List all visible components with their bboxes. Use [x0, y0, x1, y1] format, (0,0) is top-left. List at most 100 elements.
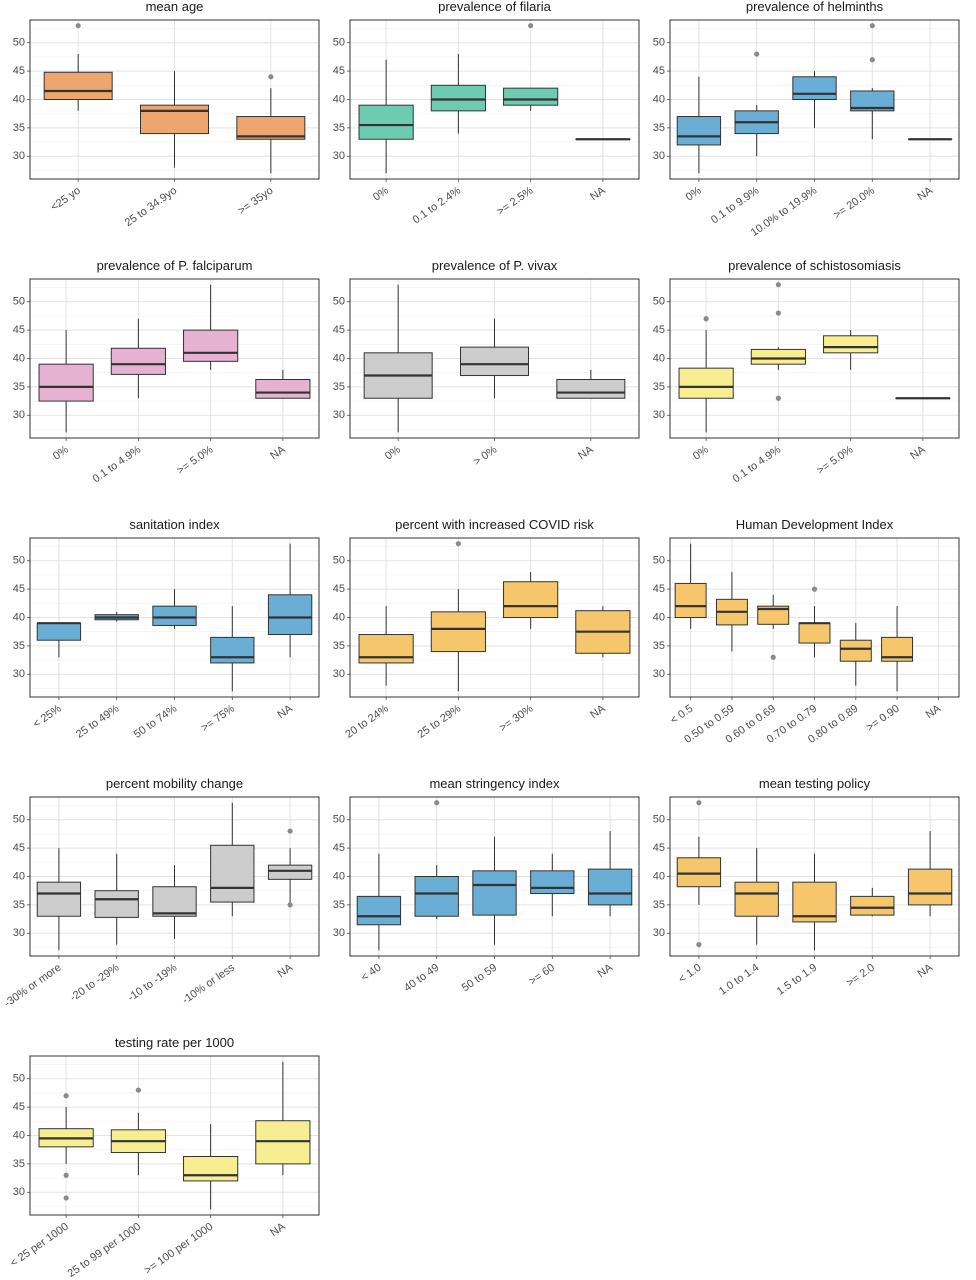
iqr-box — [798, 622, 831, 644]
y-tick-label: 30 — [333, 150, 345, 162]
iqr-box — [358, 104, 414, 140]
chart-panel: prevalence of filaria 30 35 40 45 50 0% 0.1 to … — [333, 0, 640, 227]
chart-panel: percent mobility change 30 35 40 45 50 -30% or… — [2, 776, 320, 1010]
box-3 — [792, 71, 837, 128]
iqr-box — [267, 864, 313, 880]
x-tick-label: 20 to 24% — [343, 703, 391, 741]
box-4 — [798, 586, 831, 658]
outlier-point — [869, 23, 875, 29]
y-tick-label: 50 — [653, 814, 665, 826]
panel-border — [349, 537, 640, 698]
y-tick-label: 35 — [653, 381, 665, 393]
x-tick-label: 50 to 59 — [460, 962, 499, 995]
box-4 — [575, 606, 631, 658]
chart-title: prevalence of schistosomiasis — [728, 258, 901, 273]
y-tick-label: 40 — [653, 870, 665, 882]
outlier-point — [811, 586, 818, 592]
x-tick-label: 1.0 to 1.4 — [717, 962, 761, 998]
y-tick-label: 40 — [333, 611, 345, 623]
x-tick-label: 0.1 to 2.4% — [411, 185, 464, 227]
x-tick-label: < 25 per 1000 — [8, 1221, 71, 1270]
y-tick-label: 35 — [13, 122, 25, 134]
box-3 — [503, 572, 559, 629]
box-3 — [236, 74, 306, 174]
iqr-box — [430, 611, 486, 653]
y-tick-label: 40 — [333, 352, 345, 364]
y-tick-label: 30 — [333, 927, 345, 939]
chart-panel: prevalence of helminths 30 35 40 45 50 0% 0.1 t… — [653, 0, 960, 239]
outlier-point — [528, 23, 534, 29]
y-tick-label: 30 — [13, 409, 25, 421]
y-tick-label: 50 — [333, 814, 345, 826]
chart-panel: mean age 30 35 40 45 50 <25 yo 25 to 34.9yo >= 3… — [13, 0, 320, 230]
y-tick-label: 40 — [653, 352, 665, 364]
x-tick-label: NA — [275, 961, 295, 980]
box-1 — [363, 284, 433, 433]
iqr-box — [110, 347, 166, 375]
y-tick-label: 45 — [653, 65, 665, 77]
box-3 — [503, 23, 559, 111]
box-2 — [140, 71, 209, 168]
x-tick-label: NA — [268, 443, 288, 462]
y-tick-label: 40 — [653, 93, 665, 105]
box-1 — [676, 76, 722, 174]
panel-border — [29, 278, 320, 439]
y-tick-label: 35 — [13, 381, 25, 393]
y-tick-label: 45 — [333, 842, 345, 854]
box-2 — [94, 853, 139, 945]
outlier-point — [63, 1093, 69, 1099]
chart-panel: mean stringency index 30 35 40 45 50 < 40 40 to… — [333, 776, 640, 995]
outlier-point — [75, 23, 81, 29]
iqr-box — [38, 363, 94, 402]
box-3 — [183, 1124, 239, 1210]
y-tick-label: 40 — [13, 352, 25, 364]
outlier-point — [135, 1087, 141, 1093]
box-4 — [210, 802, 255, 917]
box-2 — [460, 318, 529, 399]
y-tick-label: 40 — [13, 870, 25, 882]
x-tick-label: 25 to 34.9yo — [123, 185, 179, 230]
y-tick-label: 50 — [653, 555, 665, 567]
outlier-point — [869, 57, 875, 63]
iqr-box — [850, 90, 895, 112]
y-tick-label: 40 — [13, 1129, 25, 1141]
x-tick-label: 0% — [691, 444, 711, 463]
iqr-box — [530, 870, 575, 895]
outlier-point — [287, 828, 293, 834]
chart-panel: prevalence of schistosomiasis 30 35 40 45 50 0… — [653, 258, 960, 486]
box-2 — [734, 848, 779, 945]
y-tick-label: 45 — [13, 583, 25, 595]
box-2 — [750, 282, 806, 401]
box-2 — [430, 541, 486, 692]
iqr-box — [255, 379, 311, 399]
box-3 — [152, 589, 197, 629]
y-tick-label: 30 — [653, 668, 665, 680]
chart-title: Human Development Index — [736, 517, 894, 532]
x-tick-label: 0% — [51, 444, 71, 463]
y-tick-label: 35 — [653, 122, 665, 134]
x-tick-label: 0% — [684, 185, 704, 204]
chart-panel: prevalence of P. vivax 30 35 40 45 50 0% > 0% NA — [333, 258, 640, 468]
outlier-point — [63, 1172, 69, 1178]
y-tick-label: 50 — [13, 296, 25, 308]
iqr-box — [356, 895, 402, 926]
x-tick-label: >= 35yo — [236, 185, 275, 218]
x-tick-label: NA — [924, 702, 944, 721]
x-tick-label: >= 75% — [199, 703, 237, 735]
y-tick-label: 30 — [653, 409, 665, 421]
box-3 — [152, 865, 197, 939]
iqr-box — [757, 605, 790, 625]
iqr-box — [43, 71, 113, 101]
x-tick-label: <25 yo — [49, 185, 83, 214]
box-1 — [43, 23, 113, 111]
iqr-box — [152, 605, 197, 626]
chart-title: mean testing policy — [759, 776, 871, 791]
box-3 — [823, 330, 879, 370]
y-tick-label: 30 — [333, 668, 345, 680]
y-tick-label: 30 — [13, 1186, 25, 1198]
box-2 — [430, 54, 486, 134]
x-tick-label: 0.1 to 4.9% — [731, 444, 784, 486]
